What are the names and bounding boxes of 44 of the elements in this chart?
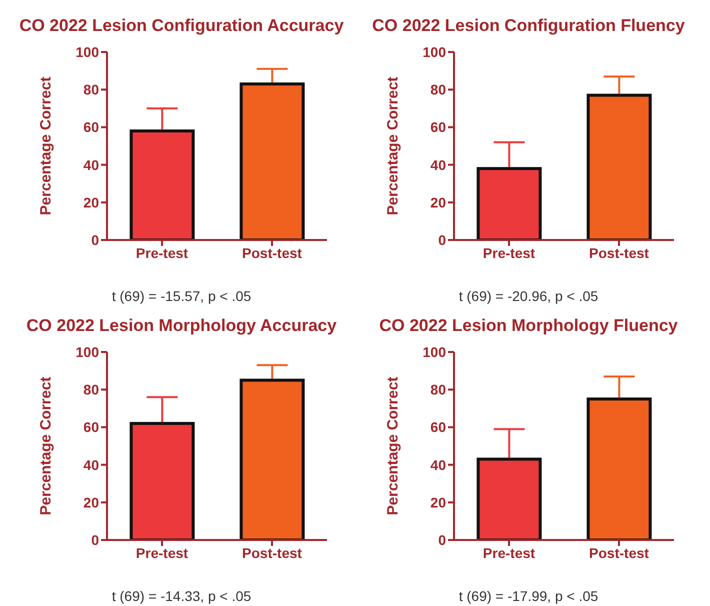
y-tick-label: 40: [82, 156, 99, 173]
chart-title: CO 2022 Lesion Morphology Accuracy: [26, 316, 337, 336]
y-tick-label: 60: [430, 419, 446, 436]
text: t (69) = -14.33, p < .05: [112, 588, 252, 604]
text: t (69) = -17.99, p < .05: [458, 588, 598, 604]
y-tick-label: 80: [430, 82, 446, 98]
y-tick-label: 20: [82, 494, 99, 510]
y-tick-label: 20: [430, 194, 446, 210]
x-tick-label: Post-test: [242, 544, 302, 561]
x-tick-label: Post-test: [588, 544, 649, 561]
y-tick-label: 60: [82, 119, 99, 136]
y-axis-title: Percentage Correct: [36, 76, 54, 216]
y-tick-label: 40: [82, 456, 99, 473]
y-axis-title: Percentage Correct: [384, 376, 401, 516]
y-tick-label: 0: [438, 532, 446, 548]
text: t (69) = -20.96, p < .05: [458, 288, 598, 304]
y-tick-label: 60: [430, 119, 446, 136]
text: t (69) = -15.57, p < .05: [112, 288, 252, 304]
y-tick-label: 60: [82, 419, 99, 436]
y-tick-label: 0: [90, 232, 99, 248]
y-tick-label: 80: [82, 382, 99, 398]
x-tick-label: Pre-test: [135, 544, 188, 561]
x-tick-label: Pre-test: [135, 244, 188, 261]
x-tick-label: Post-test: [588, 244, 649, 261]
x-tick-label: Pre-test: [482, 544, 535, 561]
y-tick-label: 40: [430, 156, 446, 173]
y-tick-label: 100: [422, 44, 446, 60]
chart-title: CO 2022 Lesion Morphology Fluency: [379, 316, 678, 336]
y-tick-label: 40: [430, 456, 446, 473]
x-tick-label: Post-test: [242, 244, 302, 261]
y-tick-label: 20: [430, 494, 446, 510]
y-tick-label: 100: [422, 344, 446, 360]
y-tick-label: 0: [438, 232, 446, 248]
y-tick-label: 100: [75, 344, 99, 360]
y-tick-label: 100: [75, 44, 99, 60]
y-axis-title: Percentage Correct: [384, 76, 401, 216]
y-tick-label: 80: [430, 382, 446, 398]
x-tick-label: Pre-test: [482, 244, 535, 261]
chart-title: CO 2022 Lesion Configuration Accuracy: [19, 16, 344, 36]
chart-title: CO 2022 Lesion Configuration Fluency: [372, 16, 685, 36]
y-axis-title: Percentage Correct: [36, 376, 54, 516]
y-tick-label: 0: [90, 532, 99, 548]
y-tick-label: 80: [82, 82, 99, 98]
y-tick-label: 20: [82, 194, 99, 210]
